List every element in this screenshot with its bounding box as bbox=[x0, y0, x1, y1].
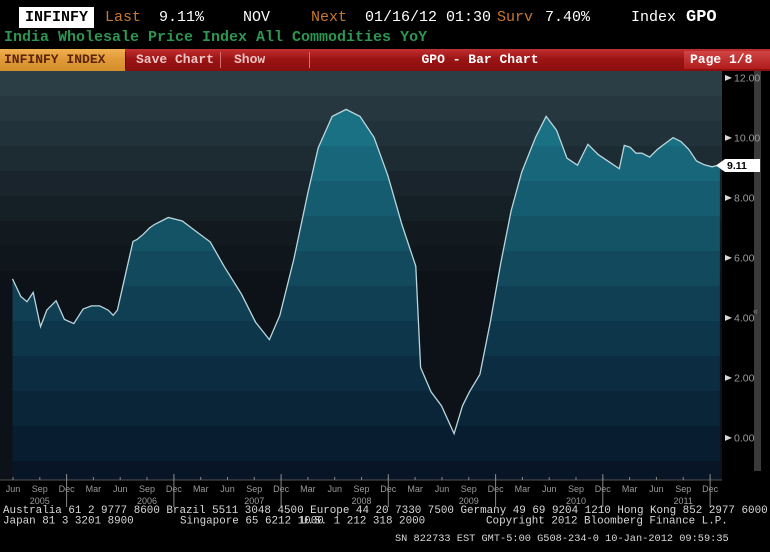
svg-text:6.00: 6.00 bbox=[734, 253, 755, 265]
svg-text:Copyright 2012 Bloomberg Finan: Copyright 2012 Bloomberg Finance L.P. bbox=[486, 516, 728, 528]
svg-text:9.11: 9.11 bbox=[727, 160, 747, 172]
svg-text:0.00: 0.00 bbox=[734, 433, 755, 445]
svg-text:2.00: 2.00 bbox=[734, 373, 755, 385]
svg-text:U.S. 1 212 318 2000: U.S. 1 212 318 2000 bbox=[301, 516, 425, 528]
svg-text:Sep: Sep bbox=[675, 484, 691, 494]
svg-text:Mar: Mar bbox=[86, 484, 102, 494]
svg-text:8.00: 8.00 bbox=[734, 193, 755, 205]
svg-text:Sep: Sep bbox=[246, 484, 262, 494]
svg-text:Jun: Jun bbox=[542, 484, 557, 494]
svg-text:Sep: Sep bbox=[353, 484, 369, 494]
svg-text:Mar: Mar bbox=[300, 484, 316, 494]
svg-text:«: « bbox=[753, 306, 758, 316]
svg-text:Jun: Jun bbox=[220, 484, 235, 494]
svg-text:10.00: 10.00 bbox=[734, 133, 760, 145]
svg-text:Mar: Mar bbox=[407, 484, 423, 494]
svg-text:Jun: Jun bbox=[435, 484, 450, 494]
svg-text:Mar: Mar bbox=[515, 484, 531, 494]
svg-text:Jun: Jun bbox=[6, 484, 21, 494]
svg-text:Japan 81 3 3201 8900: Japan 81 3 3201 8900 bbox=[3, 516, 134, 528]
svg-text:12.00: 12.00 bbox=[734, 73, 760, 85]
svg-text:Jun: Jun bbox=[649, 484, 664, 494]
svg-text:Mar: Mar bbox=[193, 484, 209, 494]
svg-text:4.00: 4.00 bbox=[734, 313, 755, 325]
svg-text:Sep: Sep bbox=[32, 484, 48, 494]
svg-text:Sep: Sep bbox=[461, 484, 477, 494]
svg-text:Mar: Mar bbox=[622, 484, 638, 494]
svg-text:Sep: Sep bbox=[139, 484, 155, 494]
svg-text:Jun: Jun bbox=[327, 484, 342, 494]
svg-text:SN 822733 EST GMT-5:00 G508-: SN 822733 EST GMT-5:00 G508-234-0 10-Jan… bbox=[395, 533, 729, 545]
svg-text:Jun: Jun bbox=[113, 484, 128, 494]
svg-text:Sep: Sep bbox=[568, 484, 584, 494]
